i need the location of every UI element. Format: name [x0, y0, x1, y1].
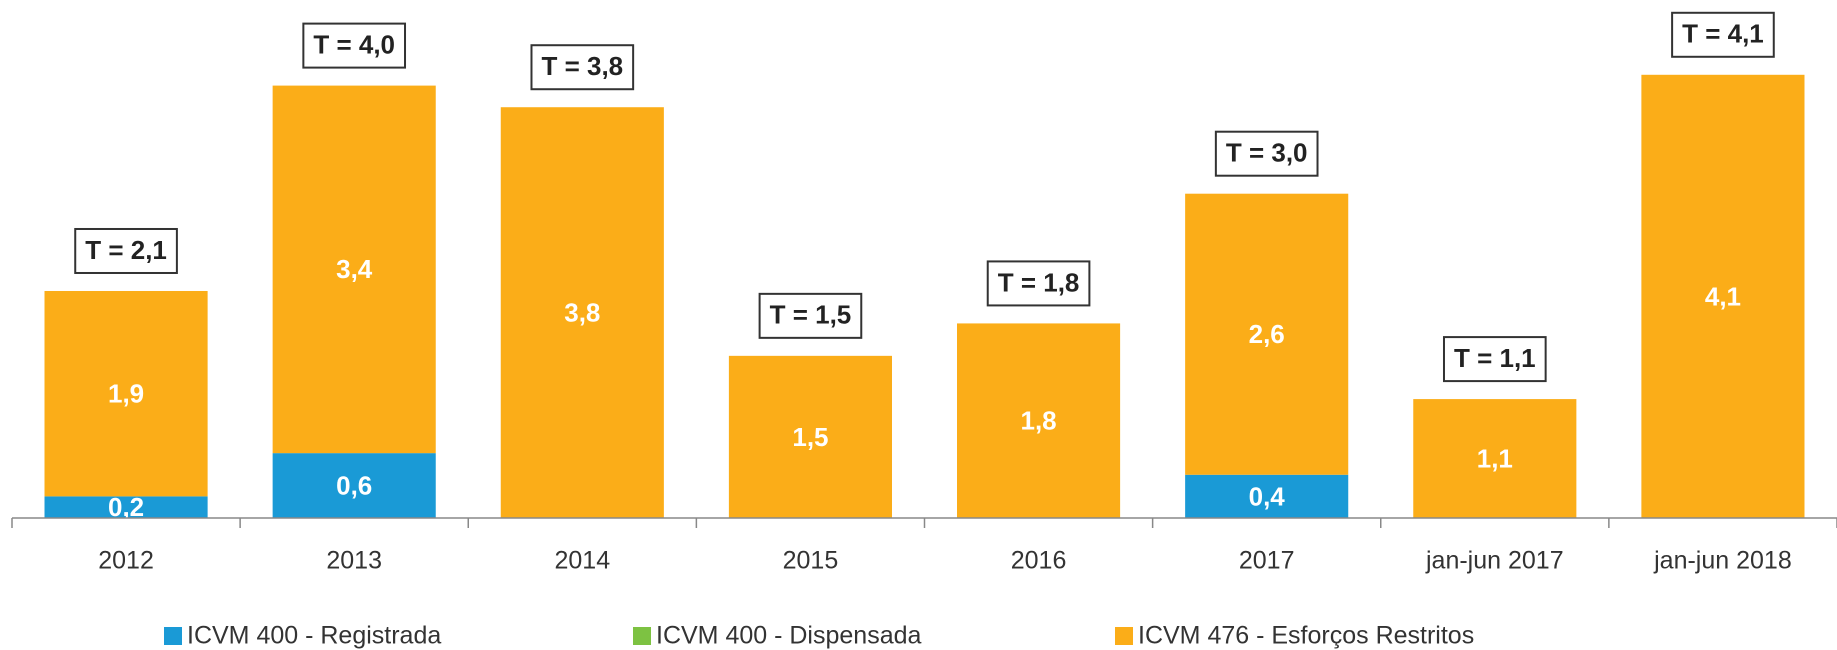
total-box [758, 292, 863, 339]
legend-label: ICVM 476 - Esforços Restritos [1138, 622, 1474, 650]
value-label: 3,4 [336, 254, 373, 284]
value-label: 3,8 [564, 297, 600, 327]
value-label: 1,1 [1477, 443, 1513, 473]
x-tick-label: 2016 [1011, 547, 1067, 575]
bar-segment [728, 355, 892, 518]
bar-segment [1185, 193, 1349, 475]
total-label: T = 1,1 [1454, 343, 1536, 373]
x-tick-label: 2012 [98, 547, 154, 575]
bar-segment [272, 453, 436, 518]
total-box [1442, 336, 1547, 383]
total-label: T = 1,5 [770, 300, 852, 330]
value-label: 0,6 [336, 470, 372, 500]
total-label: T = 2,1 [85, 235, 167, 265]
total-label: T = 4,0 [313, 29, 395, 59]
total-box [302, 22, 407, 69]
bar-segment [957, 323, 1121, 518]
x-tick-label: 2017 [1239, 547, 1295, 575]
bar-segment [500, 107, 664, 518]
value-label: 2,6 [1249, 319, 1285, 349]
total-box [530, 44, 635, 91]
value-label: 1,8 [1020, 406, 1056, 436]
legend-label: ICVM 400 - Registrada [187, 622, 441, 650]
legend-label: ICVM 400 - Dispensada [656, 622, 922, 650]
x-tick-label: jan-jun 2017 [1425, 547, 1564, 575]
value-label: 0,4 [1249, 481, 1286, 511]
total-box [74, 227, 178, 274]
value-label: 1,9 [108, 379, 144, 409]
bar-segment [44, 290, 208, 497]
legend-swatch [1115, 627, 1133, 645]
value-label: 4,1 [1705, 281, 1741, 311]
total-label: T = 3,0 [1226, 138, 1308, 168]
bar-segment [1641, 74, 1805, 518]
total-label: T = 4,1 [1682, 19, 1764, 49]
total-box [1671, 11, 1775, 58]
total-box [986, 260, 1091, 307]
legend-swatch [164, 627, 182, 645]
bar-segment [44, 496, 208, 518]
bar-segment [272, 85, 436, 454]
value-label: 0,2 [108, 492, 144, 522]
total-label: T = 3,8 [541, 51, 623, 81]
legend-swatch [633, 627, 651, 645]
x-tick-label: 2014 [555, 547, 611, 575]
total-label: T = 1,8 [998, 267, 1080, 297]
value-label: 1,5 [792, 422, 828, 452]
x-tick-label: jan-jun 2018 [1653, 547, 1792, 575]
bar-segment [1413, 399, 1577, 518]
bar-segment [1185, 474, 1349, 518]
x-tick-label: 2015 [783, 547, 839, 575]
total-box [1214, 130, 1319, 177]
x-tick-label: 2013 [326, 547, 382, 575]
